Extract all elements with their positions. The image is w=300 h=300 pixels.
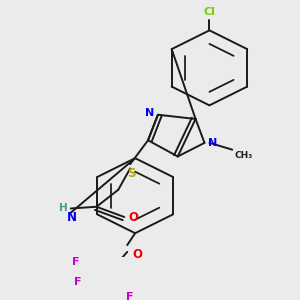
Text: S: S	[127, 167, 135, 180]
Text: F: F	[74, 278, 82, 287]
Text: Cl: Cl	[203, 7, 215, 17]
Text: CH₃: CH₃	[234, 152, 253, 160]
Text: F: F	[126, 292, 134, 300]
Text: O: O	[128, 211, 138, 224]
Text: N: N	[208, 138, 218, 148]
Text: F: F	[72, 257, 80, 267]
Text: N: N	[67, 211, 77, 224]
Text: N: N	[145, 108, 154, 118]
Text: O: O	[132, 248, 142, 261]
Text: H: H	[59, 202, 68, 213]
